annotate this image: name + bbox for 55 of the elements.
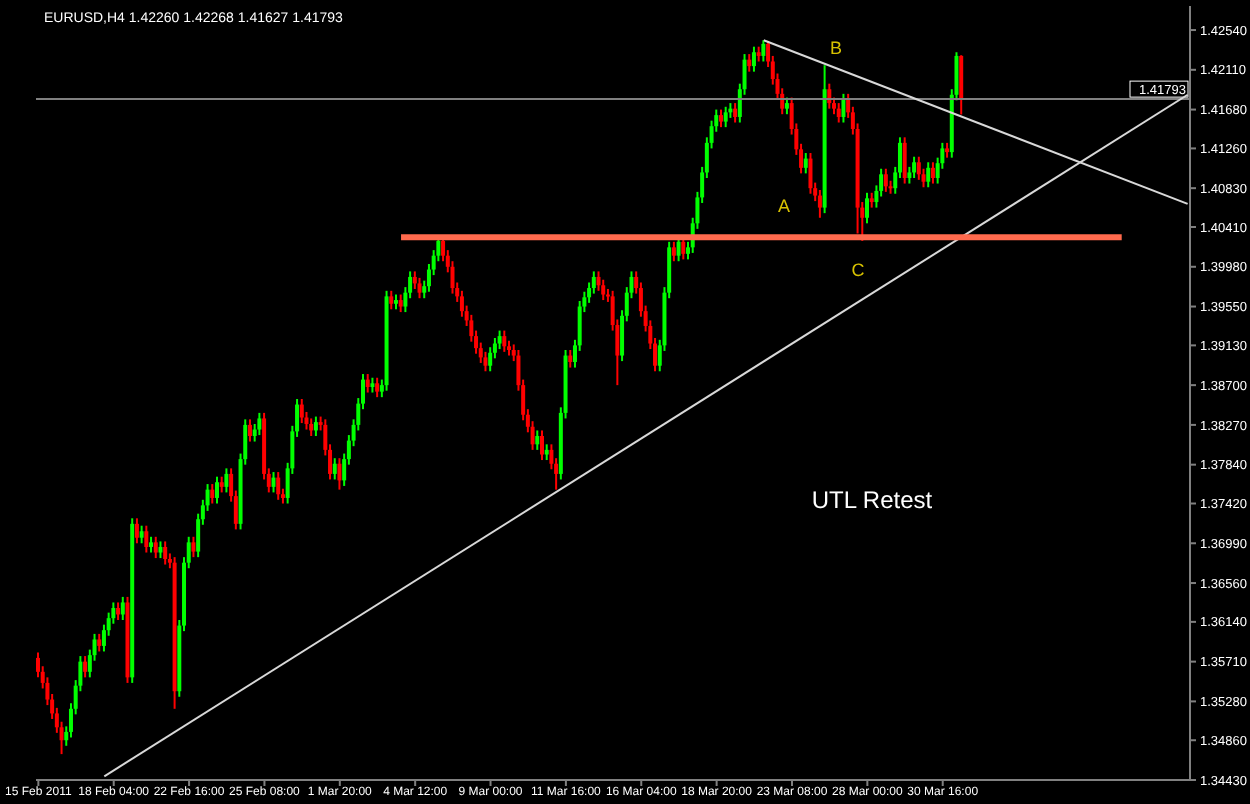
candlestick — [459, 289, 464, 318]
candlestick — [902, 136, 907, 185]
candlestick — [276, 471, 281, 501]
candlestick — [134, 517, 139, 545]
candlestick — [332, 457, 337, 481]
annotation: B — [829, 38, 843, 58]
candlestick — [497, 329, 502, 351]
candlestick — [723, 105, 728, 129]
candlestick — [539, 429, 544, 462]
candlestick — [417, 276, 422, 300]
candlestick — [841, 92, 846, 124]
candlestick — [751, 45, 756, 73]
candlestick — [676, 235, 681, 263]
candlestick — [365, 373, 370, 394]
annotation: UTL Retest — [811, 486, 934, 514]
candlestick — [337, 457, 342, 491]
candlestick — [601, 278, 606, 302]
candlestick — [120, 595, 125, 622]
candlestick — [865, 191, 869, 225]
candlestick — [271, 471, 276, 494]
candlestick — [483, 350, 488, 373]
candlestick — [930, 161, 935, 185]
candlestick — [912, 155, 917, 179]
candlestick — [163, 540, 168, 566]
candlestick — [596, 270, 601, 292]
candlestick — [299, 398, 304, 425]
candlestick — [144, 524, 149, 554]
candlestick — [959, 54, 964, 116]
candlestick — [313, 415, 318, 437]
candlestick — [257, 411, 262, 437]
candlestick — [591, 270, 596, 295]
candlestick — [488, 346, 493, 373]
candlestick — [214, 475, 219, 505]
candlestick — [817, 189, 822, 219]
candlestick — [375, 376, 380, 399]
annotation: C — [851, 260, 866, 280]
candlestick — [671, 240, 676, 263]
candlestick — [761, 39, 766, 63]
candlestick — [535, 429, 540, 451]
candlestick — [83, 655, 88, 679]
candlestick — [389, 289, 394, 311]
candlestick — [916, 155, 921, 181]
candlestick — [191, 535, 196, 559]
candlestick — [247, 418, 252, 443]
candlestick — [836, 102, 841, 124]
candlestick — [210, 483, 215, 505]
annotation: A — [777, 196, 791, 216]
candlestick — [153, 535, 158, 560]
candlestick — [803, 152, 808, 175]
candlestick — [926, 161, 931, 189]
candlestick — [224, 467, 229, 494]
candlestick — [883, 167, 888, 193]
candlestick — [502, 329, 507, 353]
candlestick — [733, 102, 738, 124]
candlestick — [808, 152, 813, 195]
